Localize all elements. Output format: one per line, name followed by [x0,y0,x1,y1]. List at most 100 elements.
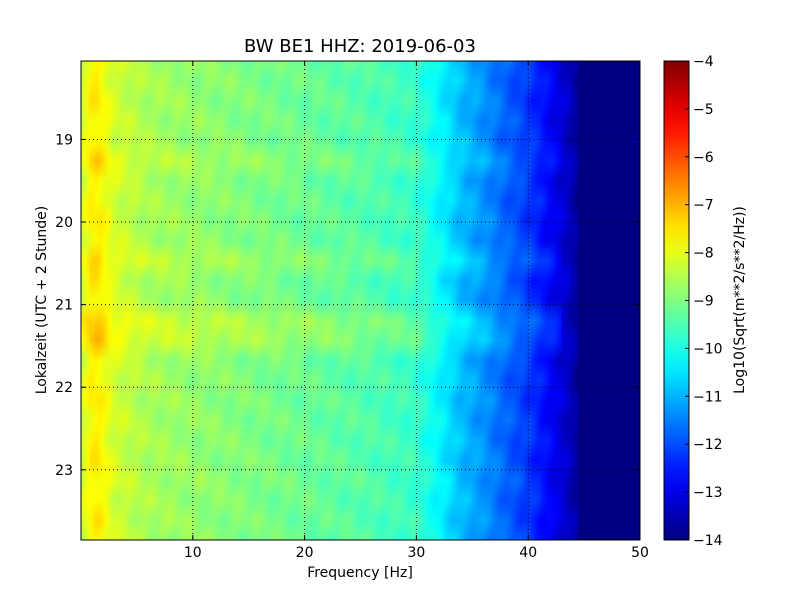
heatmap-column [438,61,443,540]
heatmap-column [226,61,230,540]
heatmap-column [106,61,110,540]
plot-area: 10 20 30 40 50 19 20 21 22 23 [55,60,649,561]
heatmap-column [326,61,331,540]
heatmap-column [128,61,132,540]
heatmap-column [561,61,566,540]
heatmap-column [508,61,513,540]
heatmap-column [245,61,250,540]
heatmap-column [542,61,546,540]
heatmap-column [519,61,524,540]
heatmap-column [181,61,186,540]
heatmap-column [424,61,429,540]
colorbar: −4 −5 −6 −7 −8 −9 −10 −11 −12 −13 −14 [663,54,723,549]
heatmap-column [265,61,269,540]
heatmap-column [301,61,306,540]
heatmap-column [259,61,264,540]
heatmap-column [430,61,434,540]
heatmap-column [287,61,292,540]
heatmap-column [511,61,515,540]
heatmap-column [528,61,532,540]
heatmap-column [514,61,518,540]
heatmap-column [97,61,102,540]
heatmap-column [94,61,99,540]
y-axis-label: Lokalzeit (UTC + 2 Stunde) [34,206,50,395]
heatmap-column [567,61,571,540]
heatmap-column [195,61,199,540]
colorbar-ticks: −4 −5 −6 −7 −8 −9 −10 −11 −12 −13 −14 [685,54,723,549]
heatmap-column [402,61,406,540]
heatmap-column [357,61,362,540]
colorbar-tick-label: −4 [693,54,714,70]
y-axis-ticks: 19 20 21 22 23 [55,132,640,479]
heatmap-column [159,61,163,540]
heatmap-column [198,61,202,540]
heatmap-column [296,61,300,540]
heatmap-column [447,61,451,540]
heatmap-column [614,61,619,540]
chart-title: BW BE1 HHZ: 2019-06-03 [244,36,476,57]
heatmap-column [472,61,476,540]
heatmap-column [217,61,222,540]
heatmap-column [452,61,457,540]
heatmap-column [360,61,364,540]
heatmap-column [167,61,172,540]
heatmap-column [489,61,493,540]
colorbar-tick-label: −13 [693,485,723,501]
heatmap-column [324,61,328,540]
heatmap-column [273,61,278,540]
heatmap-column [531,61,535,540]
heatmap-column [416,61,420,540]
heatmap-column [435,61,440,540]
heatmap-column [600,61,605,540]
heatmap-column [634,61,638,540]
heatmap-column [368,61,373,540]
heatmap-column [178,61,183,540]
y-tick-label: 22 [55,380,73,396]
heatmap-column [131,61,135,540]
y-tick-label: 20 [55,215,73,231]
heatmap-column [463,61,468,540]
heatmap-column [553,61,557,540]
heatmap-column [335,61,339,540]
heatmap-column [556,61,560,540]
heatmap-column [257,61,261,540]
heatmap-column [122,61,127,540]
heatmap-column [475,61,479,540]
heatmap-column [145,61,149,540]
heatmap-column [444,61,448,540]
heatmap-column [491,61,496,540]
heatmap-column [606,61,610,540]
heatmap-column [377,61,381,540]
heatmap-column [609,61,613,540]
heatmap-column [203,61,208,540]
heatmap-column [299,61,303,540]
heatmap-column [399,61,404,540]
heatmap-column [637,61,640,540]
heatmap-column [190,61,194,540]
x-axis-label: Frequency [Hz] [307,565,413,581]
heatmap-column [628,61,633,540]
heatmap-column [394,61,398,540]
heatmap-column [148,61,152,540]
heatmap-column [410,61,415,540]
heatmap-column [223,61,227,540]
colorbar-gradient [663,60,690,541]
heatmap-column [209,61,213,540]
heatmap-column [164,61,169,540]
heatmap-column [282,61,286,540]
heatmap-column [419,61,423,540]
heatmap-column [366,61,370,540]
heatmap-column [234,61,239,540]
heatmap-column [349,61,353,540]
heatmap-column [100,61,104,540]
heatmap-column [184,61,188,540]
heatmap-column [352,61,356,540]
x-tick-label: 40 [519,545,537,561]
heatmap-column [150,61,155,540]
colorbar-tick-label: −12 [693,437,723,453]
heatmap-column [623,61,627,540]
heatmap-column [586,61,591,540]
heatmap-column [81,61,85,540]
heatmap-column [254,61,258,540]
heatmap-column [547,61,552,540]
